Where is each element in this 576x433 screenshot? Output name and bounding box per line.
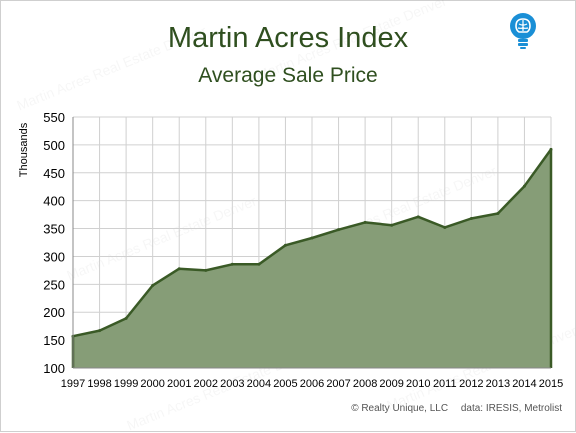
x-tick-label: 1997 <box>61 378 85 390</box>
data-point-2000 <box>151 283 155 287</box>
y-tick-label: 550 <box>43 110 65 125</box>
x-tick-label: 2003 <box>220 378 244 390</box>
x-tick-label: 1998 <box>87 378 111 390</box>
x-tick-label: 2008 <box>353 378 377 390</box>
data-point-2015 <box>549 147 553 151</box>
x-tick-label: 2015 <box>539 378 563 390</box>
x-tick-label: 2014 <box>512 378 536 390</box>
x-tick-label: 2000 <box>140 378 164 390</box>
x-tick-label: 2006 <box>300 378 324 390</box>
y-tick-label: 350 <box>43 222 65 237</box>
y-axis-label: Thousands <box>18 122 30 177</box>
data-point-2008 <box>363 220 367 224</box>
x-tick-label: 2007 <box>326 378 350 390</box>
data-point-2006 <box>310 236 314 240</box>
copyright-text: © Realty Unique, LLC <box>351 403 449 414</box>
y-tick-label: 200 <box>43 305 65 320</box>
y-axis-ticks: 100 150 200 250 300 350 400 450 500 550 <box>43 110 65 376</box>
data-point-2001 <box>177 267 181 271</box>
data-point-2004 <box>257 262 261 266</box>
x-tick-label: 1999 <box>114 378 138 390</box>
y-tick-label: 300 <box>43 249 65 264</box>
x-tick-label: 2004 <box>247 378 271 390</box>
x-tick-label: 2009 <box>379 378 403 390</box>
axes <box>72 117 551 369</box>
data-point-2013 <box>496 211 500 215</box>
data-point-2002 <box>204 268 208 272</box>
x-tick-label: 2005 <box>273 378 297 390</box>
lightbulb-brain-icon <box>510 13 536 49</box>
data-point-2012 <box>469 217 473 221</box>
y-tick-label: 150 <box>43 333 65 348</box>
data-point-2007 <box>337 228 341 232</box>
area-series <box>71 147 553 368</box>
x-tick-label: 2013 <box>486 378 510 390</box>
x-axis-ticks: 1997 1998 1999 2000 2001 2002 2003 2004 2005 2006… <box>61 378 563 390</box>
data-point-2005 <box>283 243 287 247</box>
chart-subtitle: Average Sale Price <box>198 64 378 87</box>
y-tick-label: 400 <box>43 194 65 209</box>
data-point-2010 <box>416 215 420 219</box>
y-tick-label: 450 <box>43 166 65 181</box>
x-tick-label: 2001 <box>167 378 191 390</box>
x-tick-label: 2011 <box>433 378 457 390</box>
y-tick-label: 100 <box>43 361 65 376</box>
data-source-text: data: IRESIS, Metrolist <box>460 403 562 414</box>
y-tick-label: 250 <box>43 277 65 292</box>
data-point-1999 <box>124 316 128 320</box>
chart-title: Martin Acres Index <box>167 22 409 54</box>
data-point-2014 <box>522 184 526 188</box>
data-point-2003 <box>230 262 234 266</box>
series-area-fill <box>73 149 551 368</box>
data-point-2009 <box>390 223 394 227</box>
x-tick-label: 2002 <box>194 378 218 390</box>
x-tick-label: 2012 <box>459 378 483 390</box>
credits: © Realty Unique, LLC data: IRESIS, Metro… <box>351 403 562 414</box>
y-tick-label: 500 <box>43 138 65 153</box>
data-point-2011 <box>443 225 447 229</box>
x-tick-label: 2010 <box>406 378 430 390</box>
data-point-1998 <box>98 329 102 333</box>
